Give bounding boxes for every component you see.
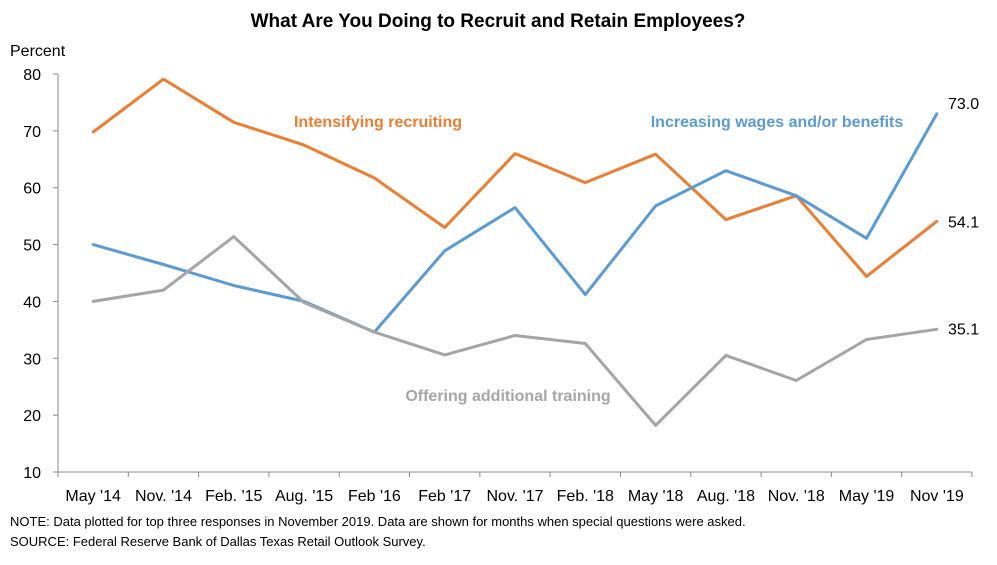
x-tick-label: Nov '19 — [910, 488, 964, 505]
y-tick-label: 30 — [23, 351, 41, 368]
y-tick-label: 70 — [23, 124, 41, 141]
series-name-label: Increasing wages and/or benefits — [651, 114, 904, 131]
x-tick-label: Feb. '18 — [557, 488, 614, 505]
series-line — [91, 112, 939, 334]
y-tick-label: 80 — [23, 67, 41, 84]
end-value-label: 73.0 — [948, 96, 979, 113]
x-tick-label: Aug. '18 — [697, 488, 755, 505]
x-tick-label: Feb '16 — [348, 488, 401, 505]
source-text: SOURCE: Federal Reserve Bank of Dallas T… — [10, 534, 426, 549]
series-line — [91, 235, 939, 427]
x-tick-label: May '18 — [628, 488, 684, 505]
series-name-label: Offering additional training — [405, 388, 610, 405]
end-value-label: 35.1 — [948, 321, 979, 338]
x-tick-label: Nov. '18 — [768, 488, 825, 505]
y-tick-label: 60 — [23, 181, 41, 198]
chart-title: What Are You Doing to Recruit and Retain… — [251, 11, 746, 32]
x-tick-label: May '19 — [839, 488, 895, 505]
y-tick-label: 20 — [23, 408, 41, 425]
x-tick-label: Feb. '15 — [205, 488, 262, 505]
y-tick-label: 40 — [23, 294, 41, 311]
series-lines — [91, 77, 939, 427]
series-labels: Intensifying recruiting 54.1 Increasing wa… — [294, 96, 979, 405]
y-axis-label: Percent — [10, 43, 66, 60]
x-tick-label: Aug. '15 — [275, 488, 333, 505]
x-tick-label: Feb '17 — [418, 488, 471, 505]
x-tick-label: Nov. '17 — [486, 488, 543, 505]
series-name-label: Intensifying recruiting — [294, 114, 462, 131]
end-value-label: 54.1 — [948, 214, 979, 231]
y-tick-label: 10 — [23, 465, 41, 482]
x-tick-label: Nov. '14 — [135, 488, 192, 505]
y-tick-label: 50 — [23, 238, 41, 255]
x-tick-label: May '14 — [65, 488, 121, 505]
axes: 10 20 30 40 50 60 70 80 May '14 Nov. '14 Feb. '15 A… — [23, 67, 973, 505]
note-text: NOTE: Data plotted for top three respons… — [10, 514, 746, 529]
